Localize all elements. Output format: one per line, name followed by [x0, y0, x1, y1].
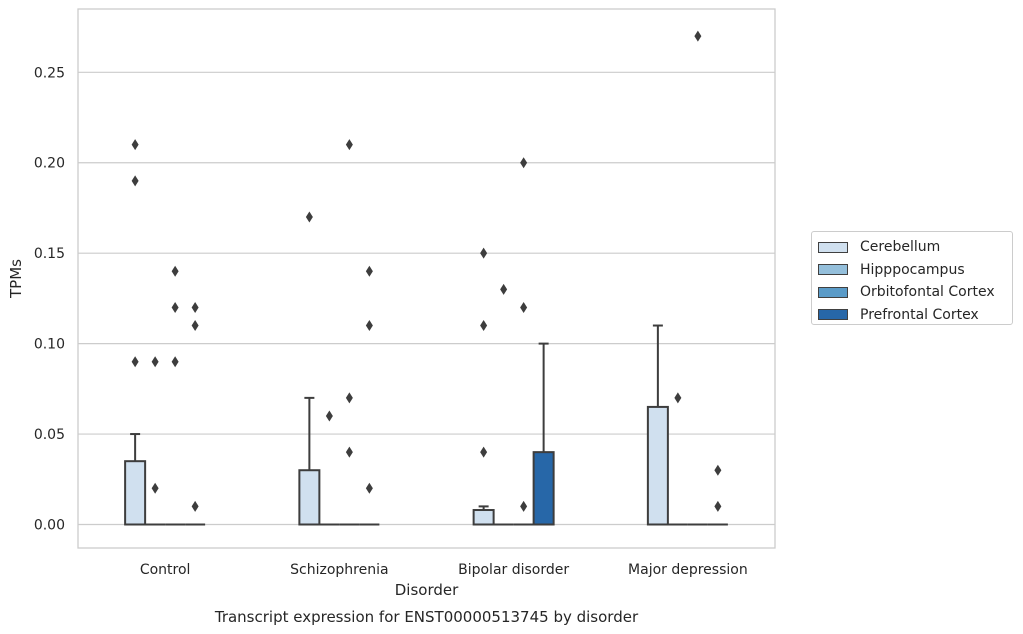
legend-swatch [818, 264, 848, 276]
box-cerebellum [298, 396, 321, 526]
x-axis-title: Disorder [395, 581, 459, 599]
outlier-marker [191, 500, 199, 512]
outlier-marker [520, 301, 528, 313]
box-cerebellum [646, 324, 669, 526]
box-body [124, 460, 147, 526]
outlier-marker [325, 410, 333, 422]
y-axis-title: TPMs [7, 259, 25, 299]
outlier-marker [171, 301, 179, 313]
outlier-marker [365, 265, 373, 277]
outlier-marker [131, 356, 139, 368]
y-axis-ticks: 0.00 0.05 0.10 0.15 0.20 0.25 [34, 65, 65, 533]
outlier-marker [345, 446, 353, 458]
outlier-marker [480, 446, 488, 458]
legend-item: Orbitofontal Cortex [818, 281, 1006, 304]
outlier-marker [191, 301, 199, 313]
legend-item: Prefrontal Cortex [818, 304, 1006, 327]
box-body [298, 469, 321, 526]
legend-swatch [818, 309, 848, 321]
x-tick-label: Major depression [628, 562, 748, 578]
legend-swatch [818, 241, 848, 253]
y-tick-label: 0.25 [34, 65, 65, 81]
outlier-marker [714, 500, 722, 512]
outlier-marker [365, 320, 373, 332]
outlier-marker [131, 175, 139, 187]
box-cerebellum [472, 505, 495, 526]
box-prefrontal-cortex [532, 342, 555, 526]
outlier-points [131, 30, 722, 512]
y-tick-label: 0.20 [34, 156, 65, 172]
legend-item: Hipppocampus [818, 259, 1006, 282]
outlier-marker [480, 247, 488, 259]
outlier-marker [345, 392, 353, 404]
chart-caption: Transcript expression for ENST0000051374… [214, 608, 639, 626]
x-tick-label: Schizophrenia [290, 562, 388, 578]
x-tick-label: Bipolar disorder [458, 562, 569, 578]
legend: Cerebellum Hipppocampus Orbitofontal Corte… [811, 231, 1013, 325]
legend-label: Prefrontal Cortex [860, 306, 979, 323]
x-tick-label: Control [140, 562, 191, 578]
x-axis-ticks: Control Schizophrenia Bipolar disorder Majo… [140, 562, 748, 578]
outlier-marker [480, 320, 488, 332]
outlier-marker [171, 356, 179, 368]
box-body [532, 451, 555, 526]
outlier-marker [500, 283, 508, 295]
y-tick-label: 0.00 [34, 517, 65, 533]
y-tick-label: 0.10 [34, 337, 65, 353]
boxes [124, 324, 728, 526]
outlier-marker [365, 482, 373, 494]
y-tick-label: 0.15 [34, 246, 65, 262]
legend-swatch [818, 286, 848, 298]
outlier-marker [345, 139, 353, 151]
outlier-marker [151, 482, 159, 494]
box-cerebellum [124, 433, 147, 526]
outlier-marker [305, 211, 313, 223]
plot-frame [77, 8, 776, 549]
outlier-marker [520, 157, 528, 169]
outlier-marker [171, 265, 179, 277]
box-body [472, 509, 495, 526]
y-tick-label: 0.05 [34, 427, 65, 443]
box-body [646, 405, 669, 526]
outlier-marker [191, 320, 199, 332]
legend-label: Cerebellum [860, 239, 941, 256]
outlier-marker [674, 392, 682, 404]
legend-item: Cerebellum [818, 236, 1006, 259]
outlier-marker [714, 464, 722, 476]
outlier-marker [131, 139, 139, 151]
legend-label: Orbitofontal Cortex [860, 284, 995, 301]
outlier-marker [694, 30, 702, 42]
outlier-marker [520, 500, 528, 512]
outlier-marker [151, 356, 159, 368]
gridlines [78, 71, 775, 526]
legend-label: Hipppocampus [860, 261, 965, 278]
